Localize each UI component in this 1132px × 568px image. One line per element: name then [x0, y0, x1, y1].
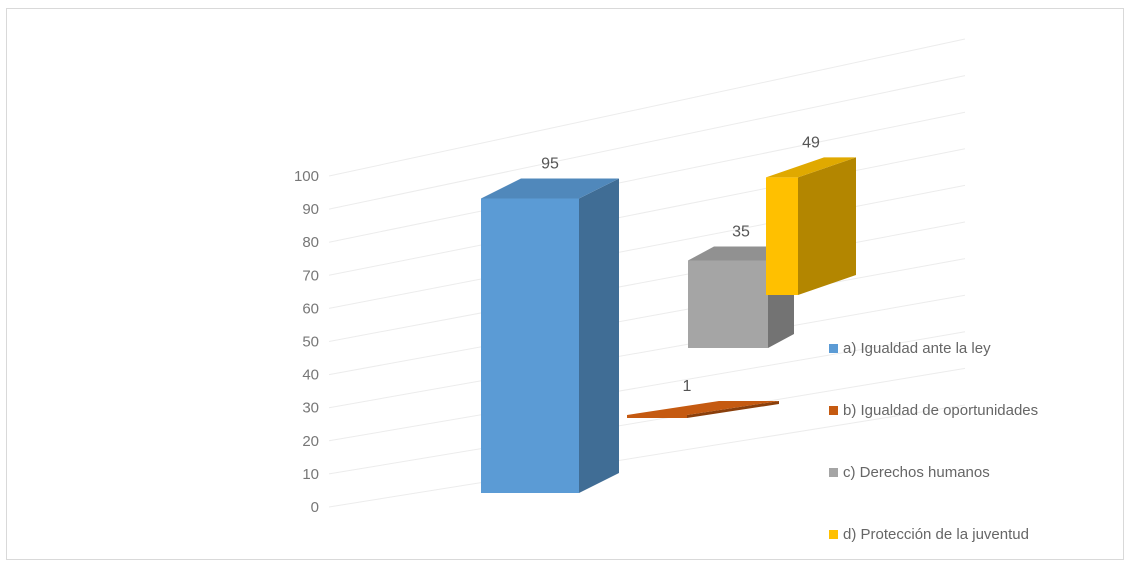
y-tick-label: 40: [302, 367, 319, 384]
legend-item-label: d) Protección de la juventud: [843, 526, 1029, 543]
bar-side-face: [798, 157, 856, 295]
bar-1: [481, 178, 619, 493]
data-label: 35: [732, 224, 750, 241]
y-tick-label: 90: [302, 201, 319, 218]
chart-canvas: 0 10 20 30 40 50 60 70 80 90 100 95 1 35 49 a) Iguald…: [294, 38, 1038, 543]
bar-side-face: [579, 178, 619, 493]
legend-item-label: a) Igualdad ante la ley: [843, 340, 991, 357]
chart-frame: 0 10 20 30 40 50 60 70 80 90 100 95 1 35 49 a) Iguald…: [6, 8, 1124, 560]
gridline: [328, 367, 966, 475]
legend-item-label: b) Igualdad de oportunidades: [843, 402, 1038, 419]
legend-item-label: c) Derechos humanos: [843, 464, 990, 481]
legend-swatch: [829, 530, 838, 539]
y-tick-label: 0: [311, 499, 319, 516]
bar-top-face: [481, 178, 619, 199]
bar-top-face: [766, 157, 856, 178]
y-tick-label: 80: [302, 234, 319, 251]
bar-side-face: [687, 401, 779, 418]
legend: a) Igualdad ante la ley b) Igualdad de op…: [829, 340, 1038, 543]
y-tick-label: 60: [302, 300, 319, 317]
legend-swatch: [829, 406, 838, 415]
bars: [481, 157, 856, 493]
bar-2: [627, 401, 779, 418]
y-tick-label: 100: [294, 168, 319, 185]
gridline: [328, 331, 966, 442]
y-tick-label: 10: [302, 466, 319, 483]
bar-front-face: [766, 177, 798, 295]
gridline: [328, 294, 966, 409]
gridline: [328, 184, 966, 309]
y-axis: 0 10 20 30 40 50 60 70 80 90 100: [294, 168, 319, 516]
gridline: [328, 38, 966, 177]
data-label: 1: [683, 378, 692, 395]
legend-swatch: [829, 468, 838, 477]
bar-4: [766, 157, 856, 295]
gridline: [328, 404, 966, 508]
y-tick-label: 20: [302, 433, 319, 450]
gridline: [328, 75, 966, 210]
bar-front-face: [688, 260, 768, 348]
y-tick-label: 70: [302, 267, 319, 284]
data-label: 95: [541, 156, 559, 173]
bar-front-face: [481, 198, 579, 493]
data-labels: 95 1 35 49: [541, 134, 820, 395]
legend-swatch: [829, 344, 838, 353]
gridline: [328, 148, 966, 276]
gridline: [328, 258, 966, 376]
gridline: [328, 221, 966, 342]
gridlines: [328, 38, 966, 508]
y-tick-label: 50: [302, 334, 319, 351]
bar-front-face: [627, 415, 687, 418]
y-tick-label: 30: [302, 400, 319, 417]
data-label: 49: [802, 134, 820, 151]
bar-top-face: [627, 401, 779, 415]
gridline: [328, 111, 966, 243]
